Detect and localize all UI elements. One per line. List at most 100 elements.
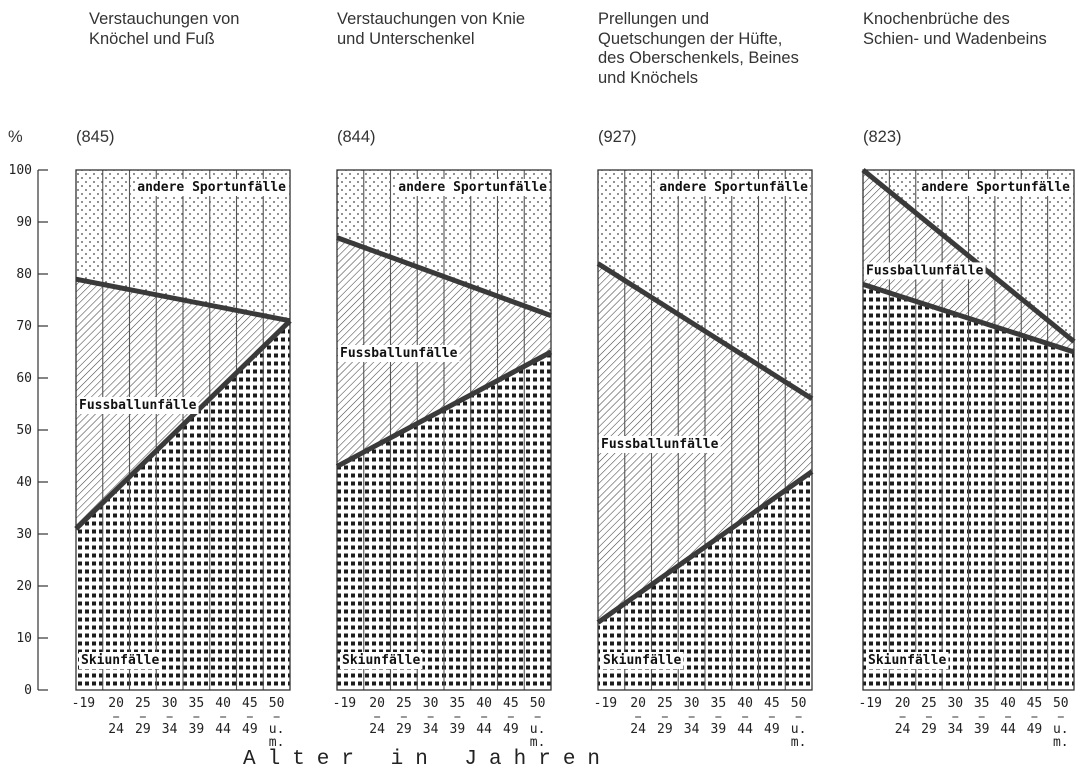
panel-4: andere Sportunfälle Fussballunfälle Skiunf…	[858, 168, 1076, 750]
y-tick-label: 40	[16, 475, 32, 490]
x-tick-label-top: 20	[108, 696, 124, 711]
x-tick-label-top: 50	[269, 696, 285, 711]
label-andere-sportunfaelle: andere Sportunfälle	[398, 180, 547, 195]
x-tick-label-bottom: 49	[503, 722, 519, 737]
panel-title-4: Knochenbrüche des Schien- und Wadenbeins	[863, 10, 1047, 48]
x-tick-label-top: 50	[1053, 696, 1069, 711]
x-tick-label-bottom: 49	[1027, 722, 1043, 737]
x-tick-label-bottom: 44	[737, 722, 753, 737]
x-tick-label-bottom: 24	[108, 722, 124, 737]
label-andere-sportunfaelle-box	[135, 179, 289, 196]
x-tick-label-extra: m.	[269, 735, 285, 750]
x-tick-label-bottom: 34	[684, 722, 700, 737]
panel-title-2: Verstauchungen von Knie und Unterschenke…	[337, 10, 526, 48]
x-tick-label-bottom: 29	[657, 722, 673, 737]
panel-frame	[597, 169, 813, 691]
x-tick-label-top: 50	[530, 696, 546, 711]
panel-count-4: (823)	[863, 128, 902, 146]
x-tick-label-top: 25	[135, 696, 151, 711]
x-tick-label-bottom: 34	[162, 722, 178, 737]
x-tick-label-top: -19	[594, 696, 617, 711]
panel-frame	[75, 169, 291, 691]
x-tick-label-top: 35	[189, 696, 205, 711]
chart-panels: andere Sportunfälle Fussballunfälle Skiunf…	[72, 168, 1076, 750]
y-tick-label: 80	[16, 267, 32, 282]
x-tick-label-top: 25	[921, 696, 937, 711]
x-tick-label-bottom: u.	[269, 722, 285, 737]
panel-count-2: (844)	[337, 128, 376, 146]
x-tick-label-bottom: 29	[396, 722, 412, 737]
x-tick-label-bottom: 44	[215, 722, 231, 737]
x-tick-label-top: 35	[711, 696, 727, 711]
x-tick-label-top: 25	[396, 696, 412, 711]
label-andere-sportunfaelle: andere Sportunfälle	[921, 180, 1070, 195]
panel-frame	[336, 169, 552, 691]
x-tick-label-top: 45	[764, 696, 780, 711]
x-tick-label-bottom: 39	[711, 722, 727, 737]
x-tick-label-top: 50	[791, 696, 807, 711]
x-axis-label: Alter in Jahren	[243, 748, 613, 771]
x-tick-label-bottom: 44	[476, 722, 492, 737]
fussball-boundary-line	[75, 276, 291, 324]
x-tick-label-extra: m.	[791, 735, 807, 750]
x-tick-label-top: 20	[895, 696, 911, 711]
x-tick-label-bottom: 34	[947, 722, 963, 737]
x-tick-label-top: 45	[242, 696, 258, 711]
y-tick-label: 50	[16, 423, 32, 438]
x-tick-label-bottom: 39	[974, 722, 990, 737]
label-fussballunfaelle: Fussballunfälle	[79, 398, 197, 413]
x-tick-label-top: 40	[737, 696, 753, 711]
label-skiunfaelle-box	[601, 652, 684, 669]
panel-1: andere Sportunfälle Fussballunfälle Skiunf…	[72, 169, 292, 750]
x-tick-label-bottom: u.	[530, 722, 546, 737]
panel-count-3: (927)	[598, 128, 637, 146]
panel-3: andere Sportunfälle Fussballunfälle Skiunf…	[594, 169, 814, 750]
label-skiunfaelle: Skiunfälle	[81, 653, 159, 668]
x-tick-label-top: -19	[72, 696, 95, 711]
y-tick-label: 30	[16, 527, 32, 542]
label-skiunfaelle-box	[79, 652, 162, 669]
x-tick-label-top: 40	[476, 696, 492, 711]
label-fussballunfaelle-box	[599, 436, 721, 453]
x-tick-label-bottom: 39	[189, 722, 205, 737]
panel-count-1: (845)	[76, 128, 115, 146]
x-tick-label-top: 45	[503, 696, 519, 711]
x-tick-label-bottom: u.	[791, 722, 807, 737]
x-tick-label-top: 20	[369, 696, 385, 711]
x-tick-label-bottom: 24	[630, 722, 646, 737]
x-tick-label-top: 35	[974, 696, 990, 711]
label-fussballunfaelle: Fussballunfälle	[601, 437, 719, 452]
x-tick-label-top: 20	[630, 696, 646, 711]
x-tick-label-top: 25	[657, 696, 673, 711]
y-tick-label: 10	[16, 631, 32, 646]
label-andere-sportunfaelle-box	[657, 179, 811, 196]
fussball-boundary-line	[596, 261, 814, 401]
y-tick-label: 70	[16, 319, 32, 334]
x-tick-label-bottom: 49	[764, 722, 780, 737]
y-tick-label: 20	[16, 579, 32, 594]
label-skiunfaelle-box	[340, 652, 423, 669]
x-tick-label-top: -19	[858, 696, 881, 711]
label-fussballunfaelle-box	[338, 345, 460, 362]
x-tick-label-extra: m.	[1053, 735, 1069, 750]
label-andere-sportunfaelle: andere Sportunfälle	[137, 180, 286, 195]
panel-2: andere Sportunfälle Fussballunfälle Skiunf…	[333, 169, 553, 750]
x-tick-label-bottom: 24	[369, 722, 385, 737]
y-tick-label: 100	[9, 163, 32, 178]
x-tick-label-bottom: 34	[423, 722, 439, 737]
panel-frame	[862, 169, 1075, 691]
x-tick-label-top: 35	[450, 696, 466, 711]
label-skiunfaelle: Skiunfälle	[603, 653, 681, 668]
label-skiunfaelle: Skiunfälle	[868, 653, 946, 668]
fussball-boundary-line	[336, 235, 552, 318]
x-tick-label-extra: m.	[530, 735, 546, 750]
y-tick-label: 90	[16, 215, 32, 230]
ski-boundary-line	[596, 469, 814, 625]
ski-boundary-line	[335, 349, 553, 469]
x-tick-label-top: 30	[162, 696, 178, 711]
y-tick-label: 60	[16, 371, 32, 386]
label-fussballunfaelle: Fussballunfälle	[340, 346, 458, 361]
x-tick-label-top: 40	[1000, 696, 1016, 711]
x-tick-label-bottom: 39	[450, 722, 466, 737]
